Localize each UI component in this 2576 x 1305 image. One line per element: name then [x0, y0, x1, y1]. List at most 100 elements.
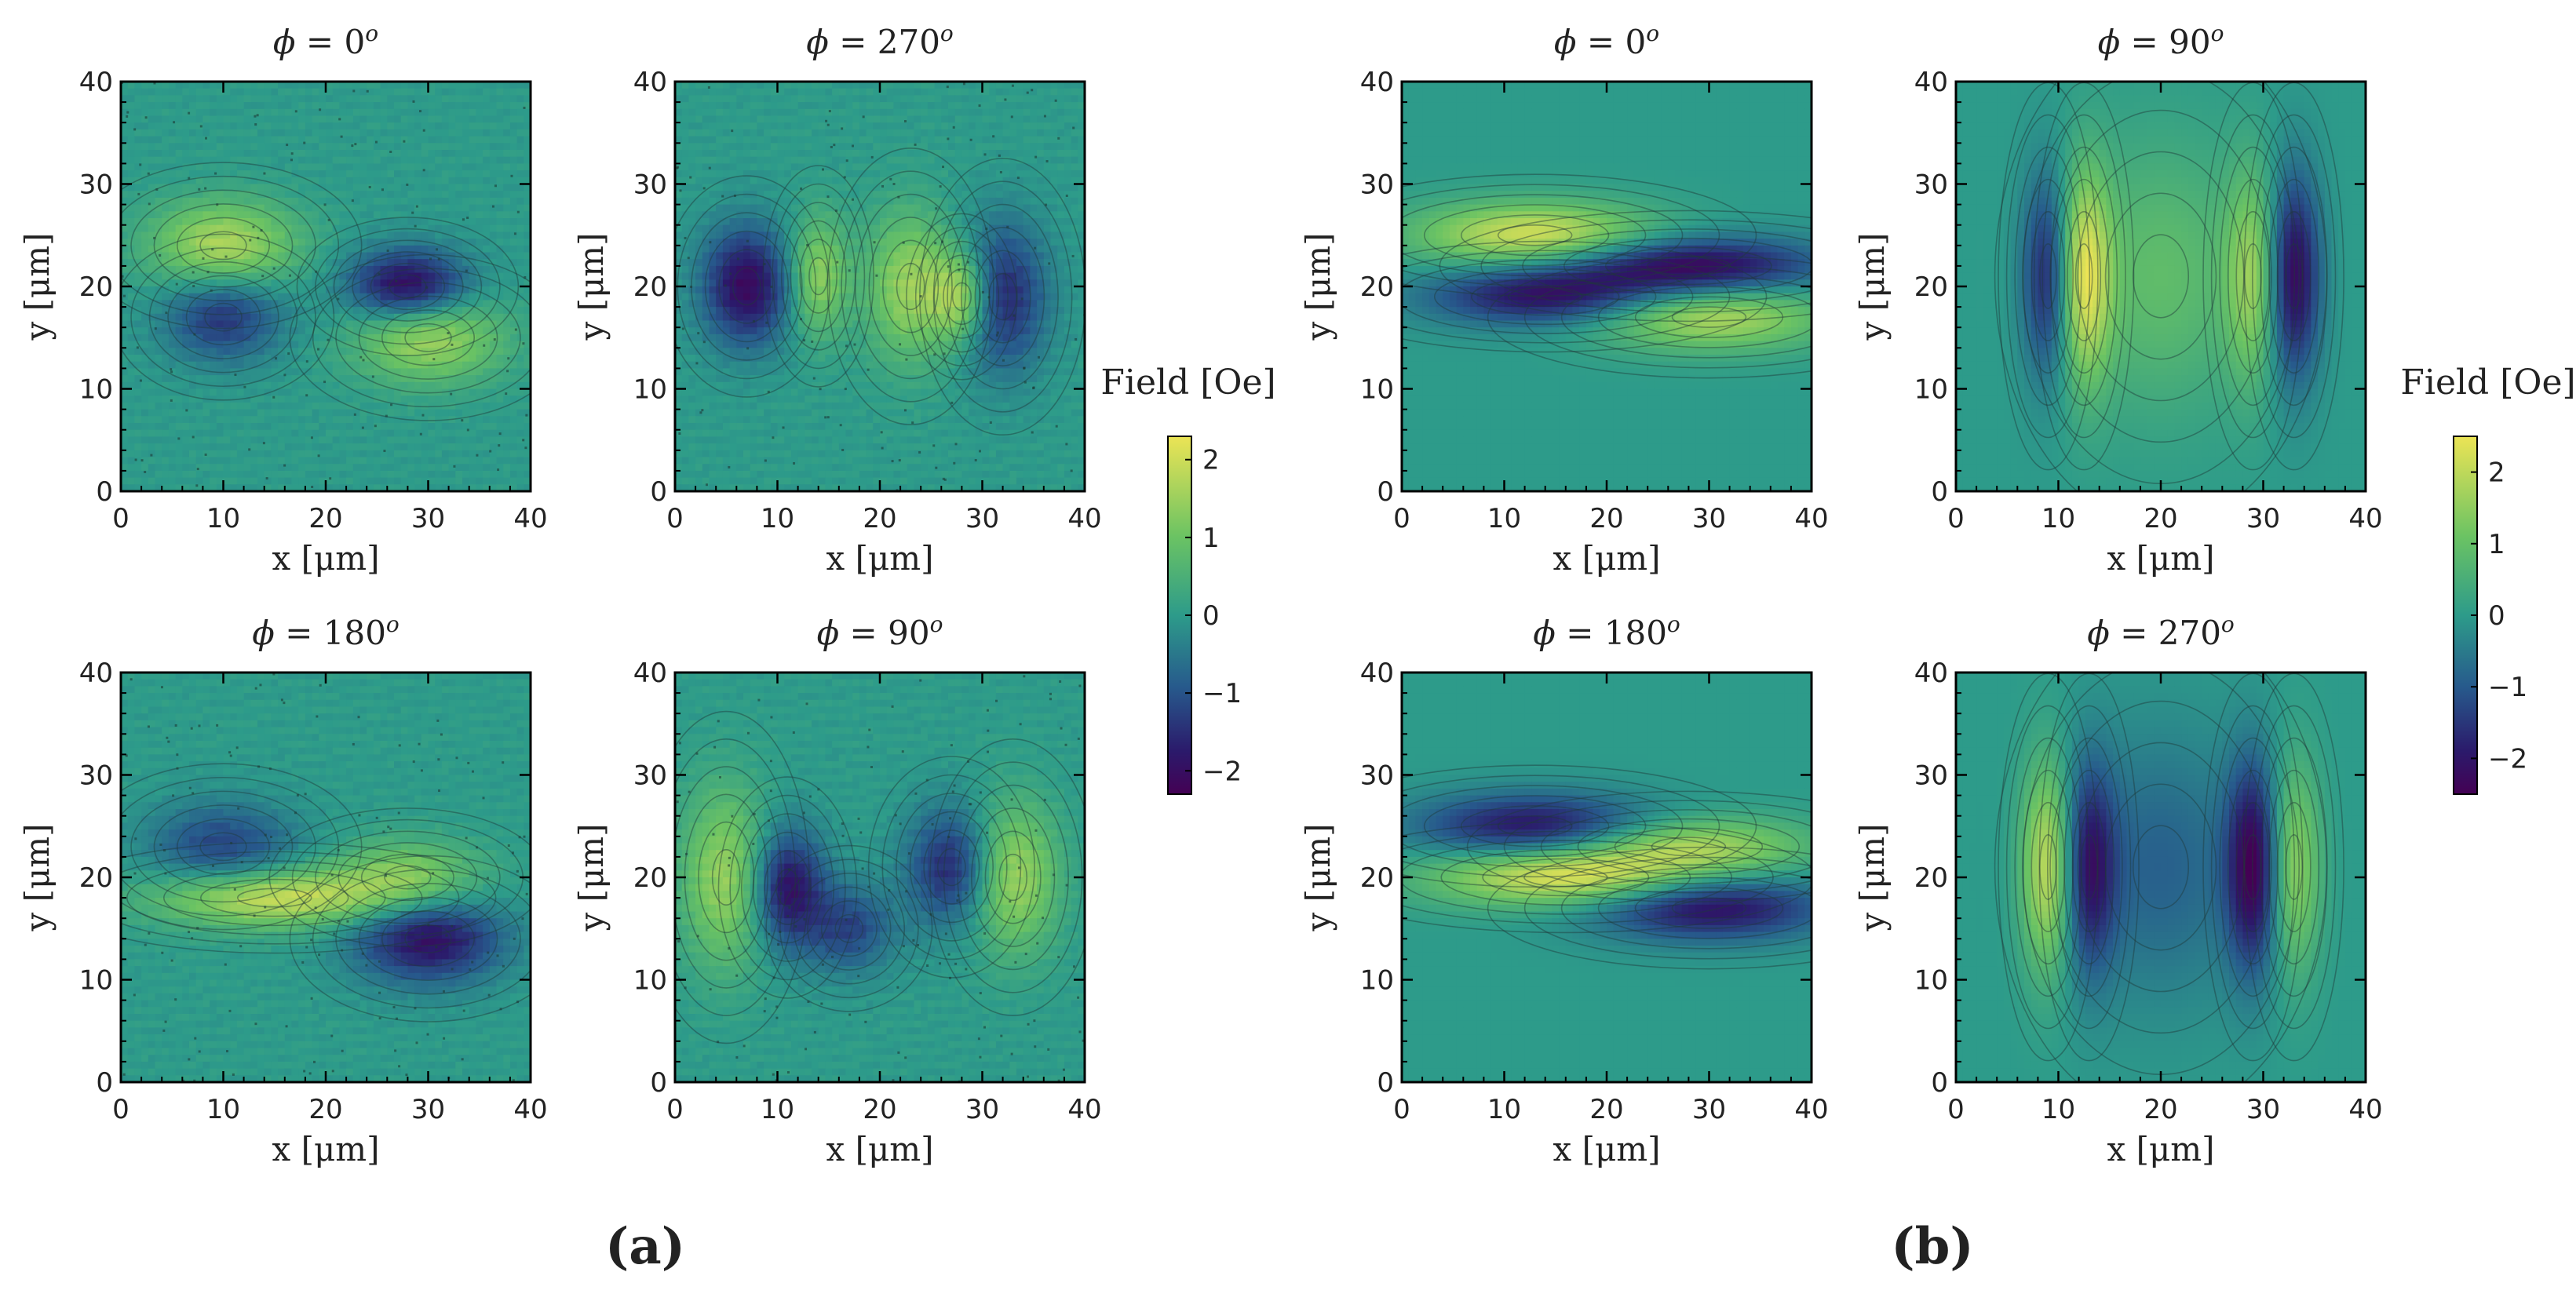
speckle — [1065, 443, 1068, 446]
speckle — [695, 362, 699, 365]
speckle — [919, 295, 922, 298]
speckle — [1019, 723, 1022, 726]
x-tick-label: 30 — [965, 1094, 999, 1125]
speckle — [688, 790, 691, 793]
speckle — [279, 847, 282, 850]
speckle — [891, 705, 894, 708]
contour-3-1 — [1671, 897, 1747, 919]
speckle — [140, 459, 144, 462]
speckle — [926, 964, 929, 967]
y-tick-label: 20 — [79, 272, 113, 303]
contour-1-3 — [338, 842, 478, 913]
phi-symbol: ϕ — [806, 23, 829, 61]
speckle — [316, 715, 319, 718]
speckle — [1031, 89, 1034, 92]
speckle — [898, 459, 901, 462]
contour-0-4 — [2014, 737, 2082, 997]
contour-2-1 — [2132, 234, 2190, 319]
speckle — [188, 177, 191, 180]
speckle — [978, 104, 981, 108]
contour-0-3 — [163, 869, 386, 927]
speckle — [487, 993, 491, 997]
speckle — [196, 468, 199, 471]
speckle — [931, 823, 934, 826]
speckle — [147, 172, 150, 175]
speckle — [224, 255, 228, 258]
speckle — [272, 673, 275, 676]
speckle — [522, 439, 525, 442]
speckle — [811, 340, 814, 343]
phi-value: 0 — [1625, 23, 1646, 61]
phi-value: 270 — [878, 23, 940, 61]
contour-3-6 — [1487, 846, 1812, 970]
speckle — [395, 1017, 398, 1020]
degree-superscript: o — [930, 611, 943, 637]
speckle — [786, 1071, 790, 1074]
speckle — [904, 120, 907, 123]
equals-sign: = — [275, 614, 323, 652]
speckle — [952, 126, 955, 129]
speckle — [513, 937, 516, 940]
speckle — [1065, 194, 1068, 197]
x-tick-label: 10 — [2041, 1094, 2075, 1125]
speckle — [228, 751, 232, 754]
speckle — [821, 168, 824, 171]
speckle — [385, 414, 388, 417]
contour-3-4 — [896, 793, 1008, 942]
speckle — [1010, 115, 1013, 118]
y-axis-label: y [μm] — [18, 824, 57, 932]
x-axis-label: x [μm] — [1553, 539, 1661, 578]
contour-1-2 — [1470, 277, 1620, 316]
contour-0-2 — [698, 821, 755, 934]
speckle — [873, 241, 876, 244]
x-tick-label: 20 — [1589, 1094, 1623, 1125]
contour-3-1 — [2244, 243, 2262, 309]
speckle — [684, 986, 687, 990]
speckle — [1043, 798, 1046, 801]
speckle — [134, 837, 137, 840]
speckle — [139, 379, 142, 382]
panel-a-phi-270: 0 10 20 30 40 0 10 20 30 40 ϕ = 270o x [μm] y [μm] — [572, 20, 1102, 578]
phi-value: 180 — [1604, 614, 1667, 652]
speckle — [853, 343, 856, 346]
y-tick-label: 0 — [1931, 476, 1948, 508]
contour-0-4 — [1402, 785, 1684, 868]
colorbar-tick-label: −2 — [1202, 756, 1242, 787]
speckle — [265, 477, 268, 480]
speckle — [835, 209, 838, 212]
contour-3-4 — [1560, 866, 1812, 950]
speckle — [954, 962, 958, 965]
speckle — [826, 416, 830, 419]
speckle — [176, 767, 179, 770]
speckle — [1045, 203, 1048, 206]
contour-2-5 — [130, 247, 316, 388]
y-tick-label: 40 — [1360, 67, 1394, 98]
speckle — [483, 344, 486, 347]
speckle — [845, 918, 848, 921]
speckle — [717, 1041, 720, 1044]
speckle — [511, 851, 514, 855]
speckle — [315, 270, 318, 273]
speckle — [779, 930, 782, 933]
speckle — [381, 188, 384, 191]
speckle — [1034, 246, 1037, 250]
speckle — [235, 746, 239, 749]
speckle — [916, 944, 919, 947]
degree-superscript: o — [365, 20, 378, 46]
contour-3-5 — [1523, 265, 1812, 369]
speckle — [1027, 1022, 1030, 1026]
speckle — [447, 332, 450, 335]
speckle — [193, 333, 196, 336]
contour-3-1 — [951, 282, 972, 312]
contour-0-4 — [130, 189, 316, 302]
speckle — [1078, 684, 1082, 687]
x-axis-label: x [μm] — [826, 539, 934, 578]
speckle — [471, 770, 474, 773]
contour-2-4 — [1540, 809, 1812, 884]
speckle — [957, 894, 960, 897]
speckle — [1052, 873, 1055, 877]
speckle — [414, 1007, 417, 1010]
contour-3-3 — [1597, 877, 1812, 939]
contour-3-4 — [2219, 146, 2287, 406]
